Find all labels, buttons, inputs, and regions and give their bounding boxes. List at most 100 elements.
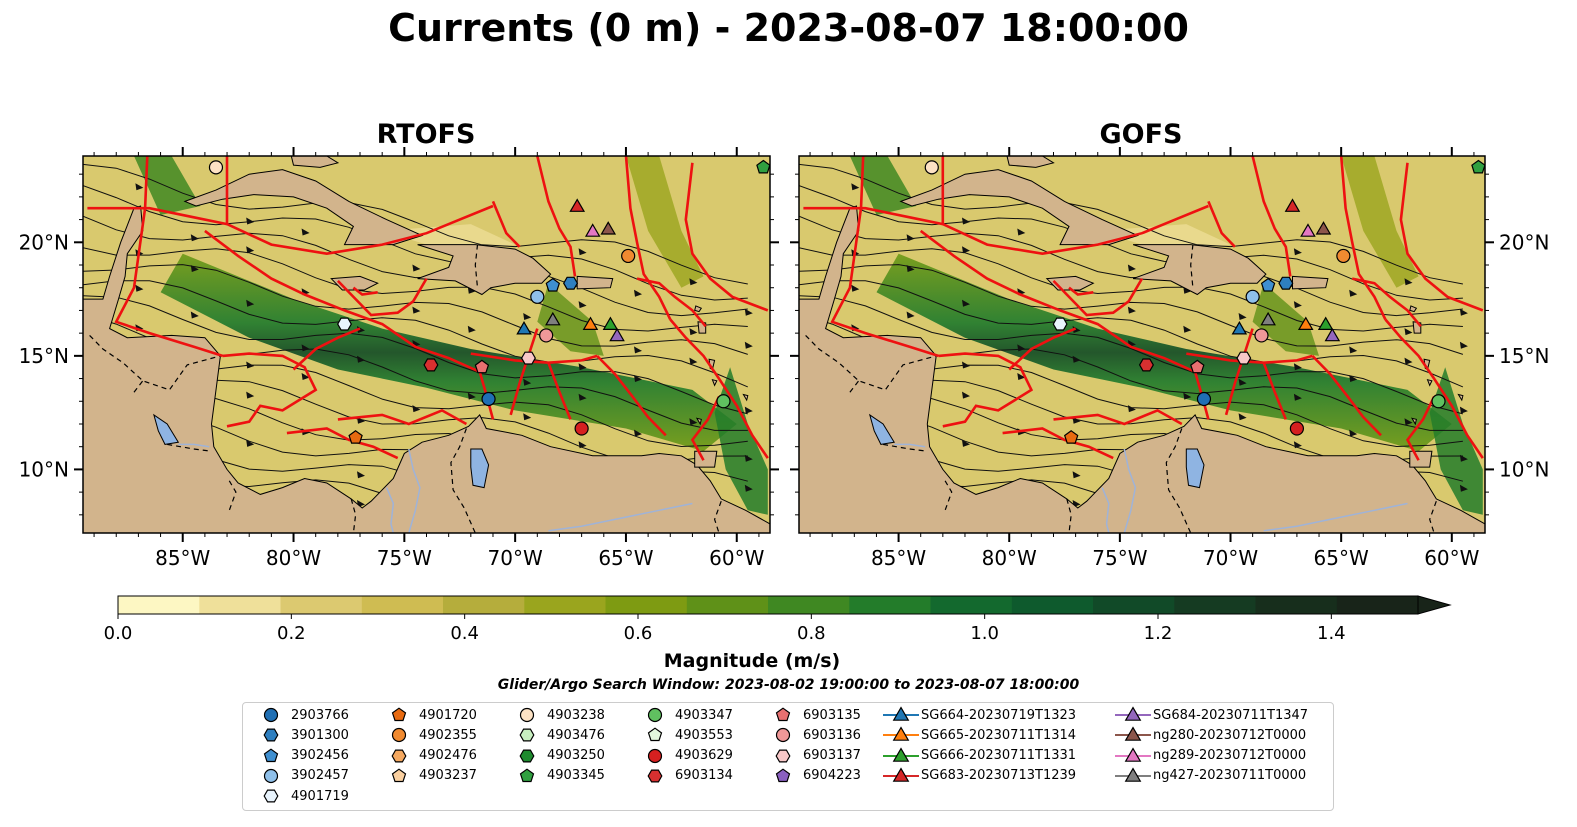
- platform-marker-3902456: [1260, 277, 1276, 292]
- legend-item-sg666-20230711t1331: SG666-20230711T1331: [881, 746, 1076, 766]
- search-window-text: Glider/Argo Search Window: 2023-08-02 19…: [497, 677, 1080, 693]
- platform-marker-4901719: [1052, 317, 1068, 331]
- platform-marker-6903137: [1236, 351, 1252, 365]
- legend-marker-pentagon: [263, 748, 279, 762]
- colorbar-extend: [1417, 595, 1452, 615]
- platform-marker-6903134: [1138, 358, 1154, 372]
- legend-label: SG666-20230711T1331: [921, 748, 1077, 764]
- colorbar: 0.0 0.2 0.4 0.6 0.8 1.0 1.2 1.4 Magnitude (m/s): [104, 595, 1452, 672]
- legend-item-4903345: 4903345: [507, 766, 605, 786]
- platform-marker-ng289-20230712t0000: [1300, 223, 1316, 237]
- legend-item-4901719: 4901719: [251, 786, 349, 806]
- legend-label: 4903629: [675, 748, 733, 764]
- colorbar-segment: [199, 596, 282, 614]
- search-tracks: [803, 156, 1484, 461]
- legend-label: 4903345: [547, 768, 605, 784]
- platform-marker-4901719: [337, 317, 352, 331]
- legend-marker-circle: [263, 707, 279, 723]
- mona-current: [537, 283, 604, 356]
- country-borders: [805, 244, 1437, 533]
- platform-marker-3902456: [545, 277, 561, 292]
- legend-marker-triangle: [1124, 746, 1142, 762]
- colorbar-tick-label: 0.6: [624, 623, 653, 644]
- platform-marker-6903135: [474, 359, 490, 374]
- legend-item-4901720: 4901720: [379, 705, 477, 725]
- lon-tick-label: 65°W: [598, 546, 653, 570]
- platform-marker-6903137: [520, 351, 536, 365]
- platform-marker-4902355: [1336, 248, 1351, 264]
- legend-item-6904223: 6904223: [763, 766, 861, 786]
- platform-markers: [208, 159, 770, 444]
- legend-marker-circle: [519, 707, 535, 723]
- legend-label: 4903347: [675, 707, 733, 723]
- panel-title-gofs: GOFS: [1099, 119, 1183, 150]
- legend-marker-circle: [775, 728, 791, 743]
- legend-item-ng289-20230712t0000: ng289-20230712T0000: [1113, 746, 1306, 766]
- platform-marker-6903136: [539, 328, 554, 343]
- legend-marker-hexagon: [647, 769, 663, 783]
- legend-label: 4902476: [419, 748, 477, 764]
- colorbar-segment: [1336, 596, 1419, 614]
- platform-marker-2903766: [1196, 391, 1212, 407]
- legend-item-sg683-20230713t1239: SG683-20230713T1239: [881, 766, 1076, 786]
- legend-marker-triangle: [892, 726, 910, 742]
- platform-marker-sg684-20230711t1347: [1324, 327, 1341, 342]
- colorbar-segment: [768, 596, 850, 614]
- platform-marker-6903135: [1190, 359, 1205, 374]
- yucatan-current: [134, 156, 201, 215]
- colorbar-segment: [1093, 596, 1175, 614]
- legend-item-6903137: 6903137: [763, 746, 861, 766]
- legend-item-sg684-20230711t1347: SG684-20230711T1347: [1113, 705, 1308, 725]
- legend-label: 2903766: [291, 707, 349, 723]
- lat-tick-label: 20°N: [1499, 230, 1549, 254]
- platform-marker-4903629: [574, 421, 589, 436]
- legend-item-3902457: 3902457: [251, 766, 349, 786]
- map-panel-rtofs: 85°W 80°W 75°W 70°W 65°W 60°W 20°N 15°N 10°N: [19, 147, 779, 570]
- legend-label: 4903553: [675, 727, 733, 743]
- platform-marker-ng280-20230712t0000: [1315, 221, 1332, 235]
- legend-item-sg665-20230711t1314: SG665-20230711T1314: [881, 725, 1076, 745]
- colorbar-tick-label: 1.4: [1317, 623, 1346, 644]
- colorbar-segment: [686, 596, 769, 614]
- rivers: [894, 443, 1408, 533]
- legend-marker-triangle: [1124, 706, 1142, 721]
- platform-markers: [924, 159, 1485, 444]
- lon-tick-label: 70°W: [488, 546, 543, 570]
- colorbar-segment: [280, 596, 363, 614]
- legend-item-4903629: 4903629: [635, 746, 733, 766]
- colorbar-segment: [118, 596, 200, 614]
- platform-marker-ng289-20230712t0000: [584, 223, 601, 237]
- atlantic-flow: [1341, 156, 1419, 288]
- colorbar-segment: [524, 596, 607, 614]
- platform-marker-ng280-20230712t0000: [600, 221, 617, 235]
- lat-tick-label: 10°N: [19, 457, 69, 481]
- lake: [1185, 448, 1205, 489]
- colorbar-segment: [1255, 596, 1338, 614]
- legend-marker-circle: [647, 707, 663, 723]
- lon-tick-label: 85°W: [155, 546, 210, 570]
- legend-item-6903135: 6903135: [763, 705, 861, 725]
- platform-marker-sg684-20230711t1347: [609, 327, 625, 342]
- legend-item-4902476: 4902476: [379, 746, 477, 766]
- legend-marker-triangle: [892, 706, 910, 721]
- legend-item-4903238: 4903238: [507, 705, 605, 725]
- legend-marker-circle: [647, 748, 663, 763]
- legend-item-4903347: 4903347: [635, 705, 733, 725]
- lon-tick-label: 70°W: [1203, 546, 1258, 570]
- legend-label: 4903476: [547, 727, 605, 743]
- legend-item-sg664-20230719t1323: SG664-20230719T1323: [881, 705, 1076, 725]
- platform-marker-3901300: [563, 276, 579, 290]
- legend-marker-circle: [263, 768, 279, 783]
- lake: [868, 413, 896, 445]
- legend-label: ng427-20230711T0000: [1153, 768, 1307, 784]
- platform-marker-4903347: [716, 394, 731, 409]
- platform-marker-4901720: [348, 430, 363, 444]
- legend-label: 4903238: [547, 707, 605, 723]
- lon-tick-label: 80°W: [982, 546, 1037, 570]
- legend-label: 6903137: [803, 748, 861, 764]
- platform-marker-sg665-20230711t1314: [582, 316, 599, 330]
- colorbar-segment: [1011, 596, 1094, 614]
- legend-item-4903553: 4903553: [635, 725, 733, 745]
- legend-marker-circle: [391, 728, 407, 743]
